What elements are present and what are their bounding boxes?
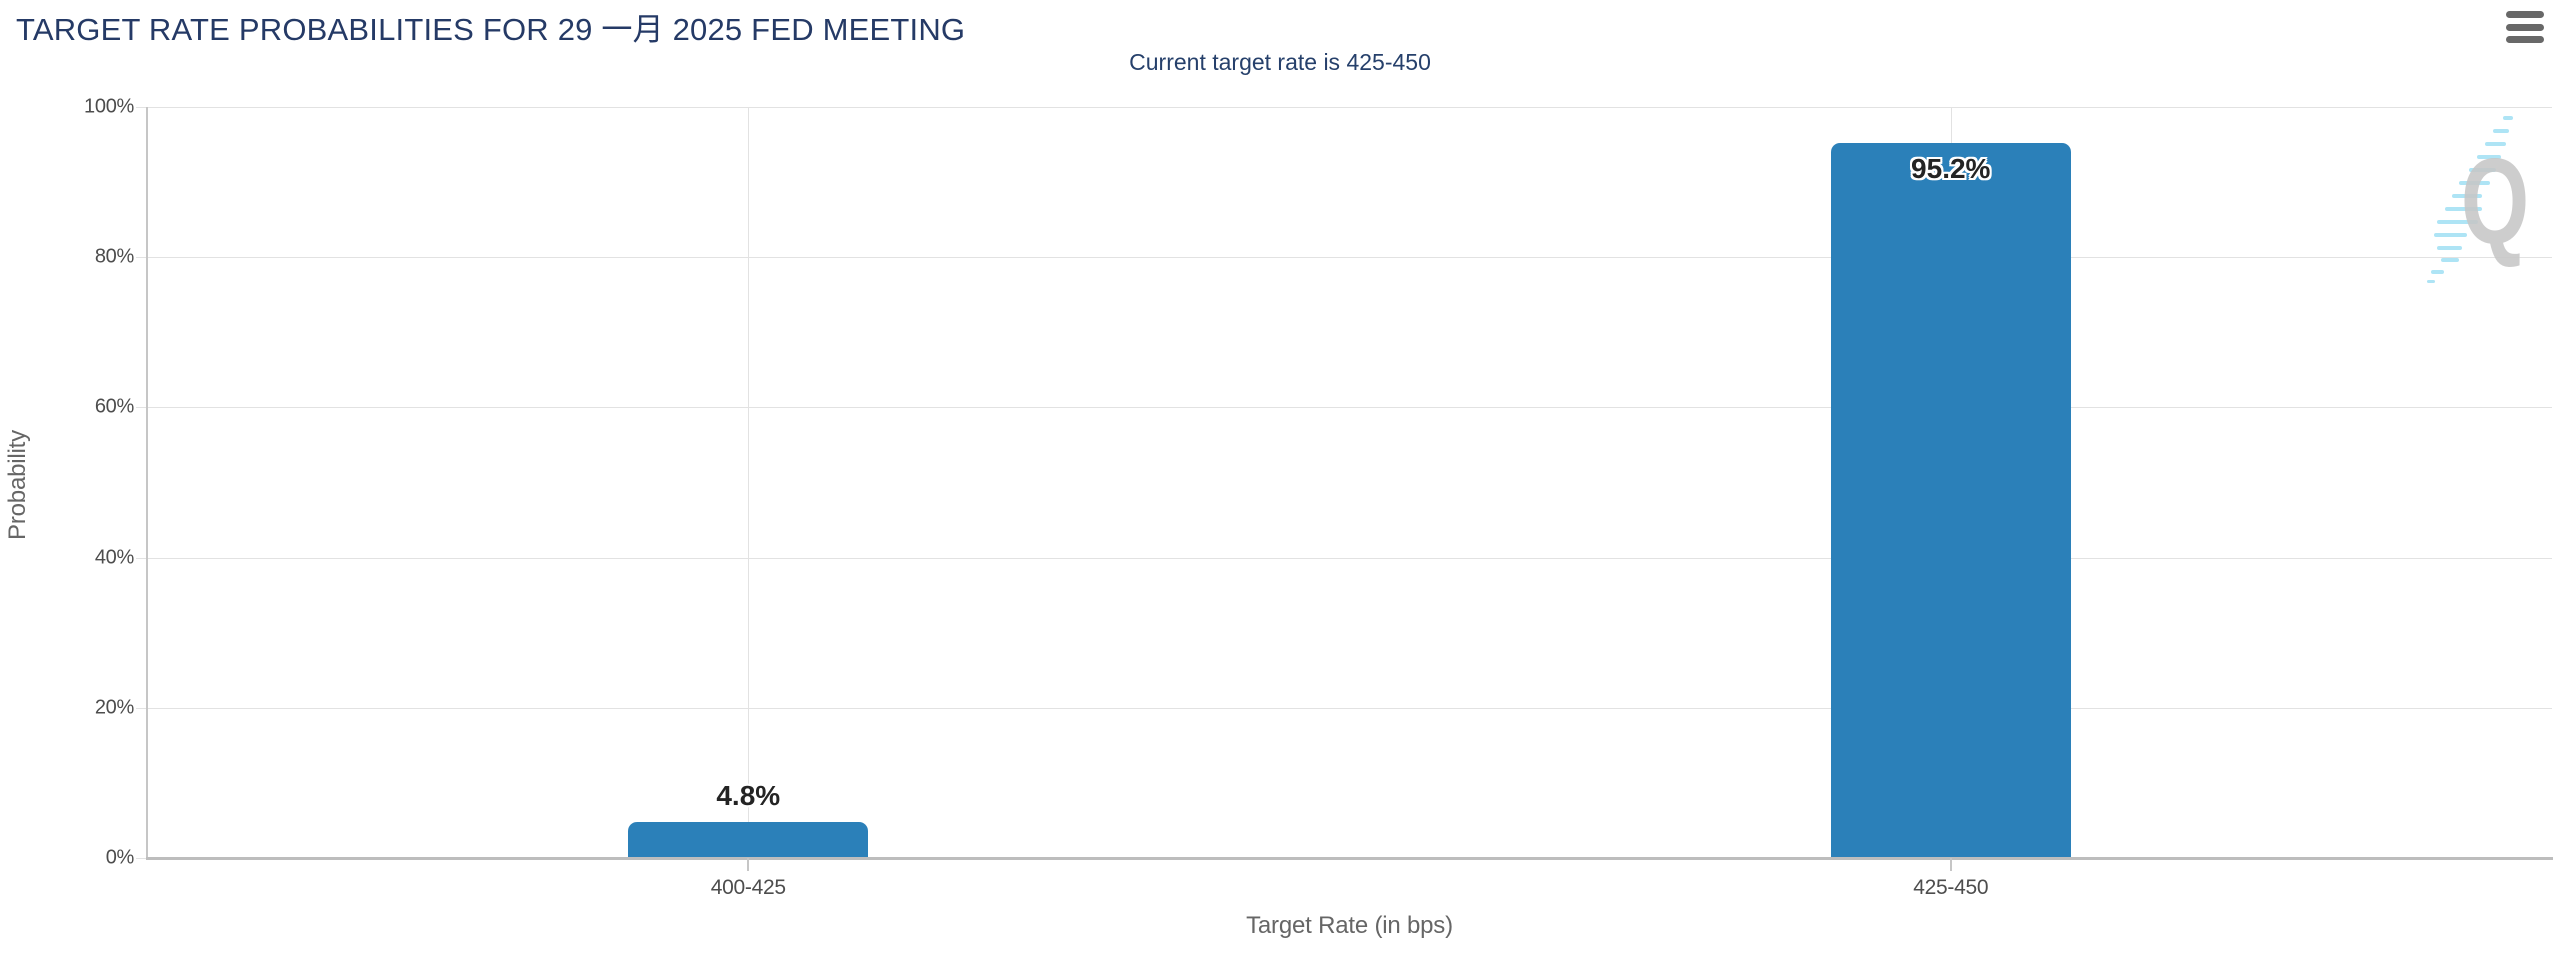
probability-bar-400-425[interactable] — [628, 821, 869, 858]
watermark-stripes — [2427, 116, 2513, 283]
chart-subtitle: Current target rate is 425-450 — [1129, 49, 1431, 75]
y-axis-tick-label: 40% — [94, 546, 134, 569]
y-axis-line — [146, 107, 148, 858]
y-axis-tick-label: 80% — [94, 245, 134, 268]
y-axis-labels: 0% 20% 40% 60% 80% 100% — [0, 96, 134, 869]
gridline-horizontal — [147, 257, 2552, 259]
x-axis-tick — [747, 858, 750, 871]
gridline-horizontal — [147, 107, 2552, 108]
gridline-vertical — [748, 107, 750, 858]
y-axis-tick-label: 60% — [94, 395, 134, 418]
y-axis-tick-label: 0% — [105, 846, 135, 869]
x-axis-area: 400-425 425-450 — [147, 858, 2552, 953]
hamburger-icon — [2506, 23, 2544, 31]
y-axis-tick — [136, 107, 147, 108]
x-axis-tick — [1949, 858, 1952, 871]
y-axis-tick — [136, 407, 147, 409]
y-axis-tick — [136, 707, 147, 709]
x-axis-category-label: 400-425 — [710, 876, 786, 899]
x-axis-title: Target Rate (in bps) — [1246, 912, 1453, 939]
quikstrike-watermark: Q — [2427, 116, 2529, 283]
hamburger-icon — [2506, 36, 2544, 43]
gridline-horizontal — [147, 557, 2552, 559]
export-menu-button[interactable] — [2506, 9, 2546, 45]
y-axis-tick — [136, 557, 147, 559]
x-axis-category-label: 425-450 — [1913, 876, 1989, 899]
probability-bar-425-450[interactable] — [1830, 143, 2071, 858]
watermark-q-letter: Q — [2461, 133, 2529, 270]
y-axis-tick-label: 100% — [84, 95, 134, 118]
y-axis-tick-label: 20% — [94, 696, 134, 719]
y-axis-tick — [136, 257, 147, 259]
plot-area: 4.8% 95.2% — [136, 107, 2552, 859]
gridline-horizontal — [147, 407, 2552, 409]
bar-value-label: 4.8% — [716, 779, 781, 811]
y-axis-tick — [136, 858, 147, 859]
bar-value-label: 95.2% — [1911, 153, 1991, 185]
chart-title: TARGET RATE PROBABILITIES FOR 29 一月 2025… — [16, 12, 966, 47]
x-axis-line — [146, 857, 2553, 860]
hamburger-icon — [2506, 11, 2544, 18]
gridline-horizontal — [147, 707, 2552, 709]
